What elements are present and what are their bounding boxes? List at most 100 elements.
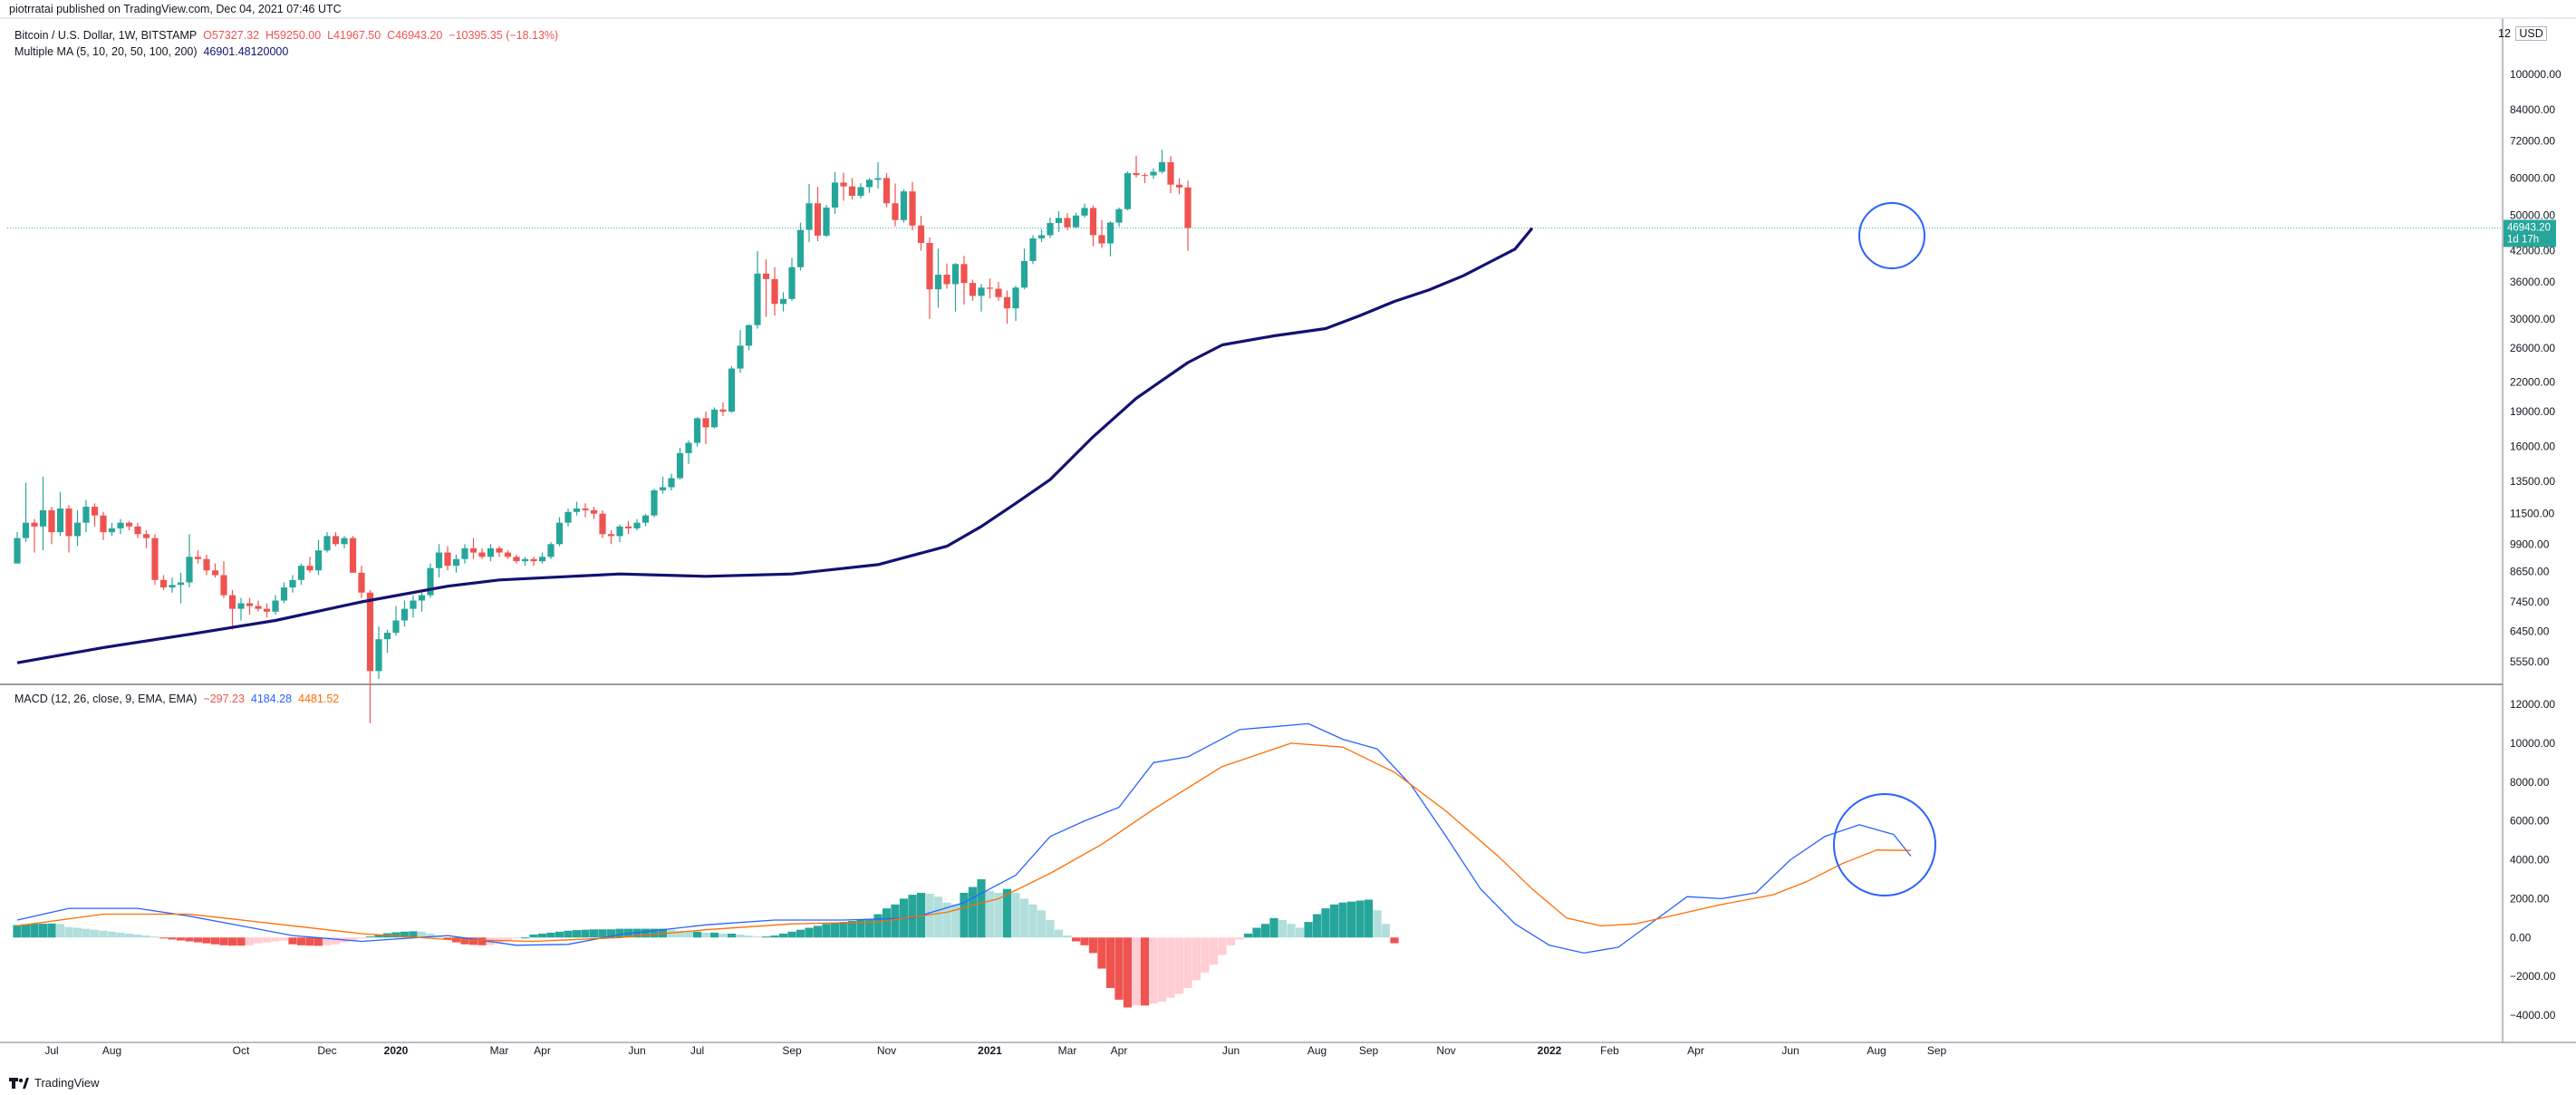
candle[interactable] [1150,171,1157,176]
candle[interactable] [65,508,72,537]
candle[interactable] [349,538,357,573]
candle[interactable] [203,558,210,571]
histogram-bar[interactable] [744,935,754,938]
histogram-bar[interactable] [1054,929,1064,938]
histogram-bar[interactable] [1105,937,1115,988]
candle[interactable] [969,283,977,296]
histogram-bar[interactable] [1097,937,1106,969]
histogram-bar[interactable] [1338,902,1347,938]
histogram-bar[interactable] [478,937,487,945]
candle[interactable] [169,585,176,588]
macd-label[interactable]: MACD (12, 26, close, 9, EMA, EMA) [14,693,198,705]
histogram-bar[interactable] [1132,937,1141,1006]
candle[interactable] [530,558,537,562]
histogram-bar[interactable] [564,930,573,938]
histogram-bar[interactable] [839,922,848,938]
candle[interactable] [737,345,744,369]
candle[interactable] [297,566,305,580]
candle[interactable] [909,191,916,226]
candle[interactable] [1184,187,1192,228]
candle[interactable] [900,191,908,220]
histogram-bar[interactable] [1269,917,1278,938]
histogram-bar[interactable] [1312,914,1322,938]
histogram-bar[interactable] [1166,937,1175,998]
histogram-bar[interactable] [761,936,771,938]
candle[interactable] [538,557,546,562]
histogram-bar[interactable] [150,936,159,938]
histogram-bar[interactable] [90,929,100,938]
candle[interactable] [142,534,150,538]
candle[interactable] [1064,218,1071,228]
histogram-bar[interactable] [581,929,590,938]
histogram-bar[interactable] [210,937,220,945]
histogram-bar[interactable] [400,931,410,938]
histogram-bar[interactable] [227,937,237,946]
candle[interactable] [444,552,451,567]
candle[interactable] [651,489,658,516]
candle[interactable] [1081,208,1088,216]
histogram-bar[interactable] [1149,937,1158,1004]
histogram-bar[interactable] [891,904,900,938]
histogram-bar[interactable] [279,937,289,941]
candle[interactable] [814,203,822,236]
price-axis[interactable]: 100000.00 84000.00 72000.00 60000.00 50000.0… [2504,68,2562,1022]
histogram-bar[interactable] [1209,937,1219,965]
histogram-bar[interactable] [968,887,978,938]
candle[interactable] [771,278,778,305]
candle[interactable] [547,544,555,557]
histogram-bar[interactable] [606,929,616,938]
candle[interactable] [263,608,271,612]
histogram-bar[interactable] [365,936,375,938]
candle[interactable] [960,264,968,284]
candle[interactable] [418,595,426,601]
histogram-bar[interactable] [546,932,555,938]
candle[interactable] [134,526,141,535]
histogram-bar[interactable] [391,932,400,938]
histogram-bar[interactable] [495,937,504,943]
histogram-bar[interactable] [1114,937,1124,1000]
price-badge[interactable] [2504,219,2556,247]
candle[interactable] [117,522,124,528]
candle[interactable] [358,572,365,593]
histogram-bar[interactable] [254,937,263,944]
histogram-bar[interactable] [1071,937,1081,942]
candle[interactable] [823,207,830,236]
histogram-bar[interactable] [262,937,272,943]
histogram-bar[interactable] [1364,899,1374,938]
histogram-bar[interactable] [1174,937,1184,994]
candle[interactable] [564,511,572,523]
histogram-bar[interactable] [124,933,134,938]
histogram-bar[interactable] [1080,937,1089,945]
histogram-bar[interactable] [1019,898,1029,938]
histogram-bar[interactable] [520,937,530,939]
candle[interactable] [159,579,168,588]
candle[interactable] [289,579,296,588]
candle[interactable] [246,603,254,606]
histogram-bar[interactable] [1295,927,1305,938]
histogram-bar[interactable] [443,937,452,940]
candle[interactable] [1106,222,1114,244]
histogram-bar[interactable] [348,937,358,941]
histogram-bar[interactable] [1157,937,1167,1002]
histogram-bar[interactable] [641,928,651,938]
histogram-bar[interactable] [305,937,314,946]
candle[interactable] [659,487,667,490]
candle[interactable] [607,534,615,537]
candle[interactable] [865,179,873,188]
histogram-bar[interactable] [1356,900,1365,938]
histogram-bar[interactable] [468,937,478,945]
candle[interactable] [469,548,478,553]
candle[interactable] [1124,172,1132,209]
histogram-bar[interactable] [185,937,194,942]
candle[interactable] [513,557,520,562]
histogram-bar[interactable] [1002,888,1012,938]
candle[interactable] [668,478,675,488]
candle[interactable] [1115,208,1123,223]
histogram-bar[interactable] [38,924,48,938]
candle[interactable] [840,182,847,187]
histogram-bar[interactable] [1088,937,1098,954]
candle[interactable] [1098,235,1105,244]
histogram-bar[interactable] [598,929,607,938]
candle[interactable] [22,522,30,538]
